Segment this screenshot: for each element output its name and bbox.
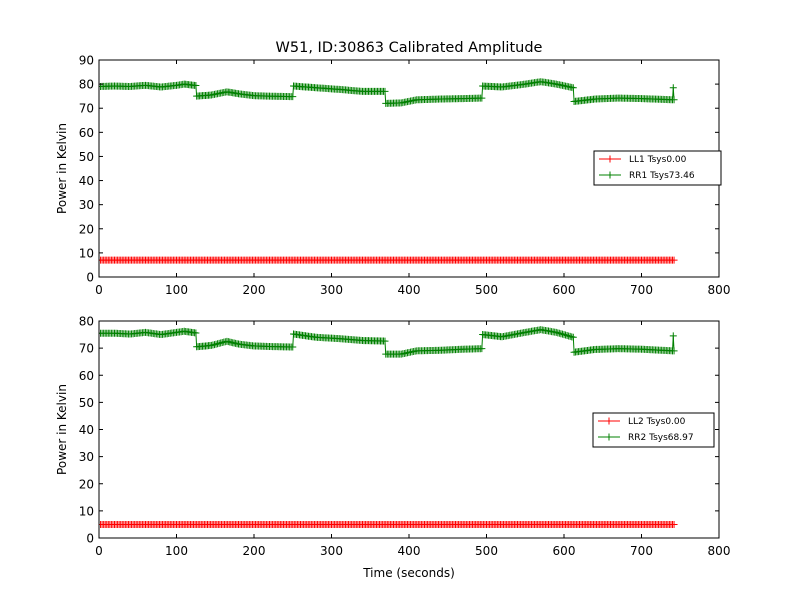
legend-marker	[606, 155, 614, 163]
legend-marker	[606, 171, 614, 179]
x-tick-label: 0	[95, 283, 103, 297]
legend-label: LL2 Tsys0.00	[628, 417, 686, 427]
x-tick-label: 300	[320, 544, 343, 558]
legend-marker	[605, 433, 613, 441]
x-tick-label: 0	[95, 544, 103, 558]
y-tick-label: 80	[79, 315, 94, 329]
x-tick-label: 400	[398, 544, 421, 558]
series-markers	[99, 78, 678, 107]
y-tick-label: 20	[79, 222, 94, 236]
top-panel: 0 100 200 300 400 500 600 700 800 0 10 20 30 40 50 60 70…	[55, 54, 730, 298]
x-tick-label: 100	[165, 544, 188, 558]
x-tick-label: 800	[708, 544, 731, 558]
figure-title: W51, ID:30863 Calibrated Amplitude	[276, 40, 543, 56]
legend-label: RR1 Tsys73.46	[629, 171, 695, 181]
y-tick-label: 50	[79, 150, 94, 164]
series-ll-2	[99, 520, 678, 528]
bottom-panel: 0 100 200 300 400 500 600 700 800 0 10 20 30 40 50 60 70…	[55, 315, 730, 581]
legend-entry: LL2 Tsys0.00	[598, 417, 686, 427]
x-tick-label: 100	[165, 283, 188, 297]
x-tick-label: 600	[553, 283, 576, 297]
legend-marker	[605, 417, 613, 425]
x-axis-label: Time (seconds)	[362, 566, 455, 580]
x-tick-label: 500	[475, 544, 498, 558]
series-markers	[99, 256, 678, 264]
legend-entry: RR2 Tsys68.97	[598, 433, 694, 443]
x-tick-label: 500	[475, 283, 498, 297]
y-tick-label: 0	[86, 532, 94, 546]
x-tick-label: 700	[630, 283, 653, 297]
legend-label: RR2 Tsys68.97	[628, 433, 694, 443]
y-tick-label: 60	[79, 369, 94, 383]
series-markers	[99, 326, 678, 358]
x-tick-label: 700	[630, 544, 653, 558]
series-rr-1	[99, 78, 678, 107]
y-tick-label: 50	[79, 396, 94, 410]
series-ll-1	[99, 256, 678, 264]
legend-box	[593, 150, 722, 186]
x-tick-label: 800	[708, 283, 731, 297]
x-tick-label: 300	[320, 283, 343, 297]
y-tick-label: 30	[79, 450, 94, 464]
legend: LL2 Tsys0.00 RR2 Tsys68.97	[592, 412, 715, 448]
series-rr-2	[99, 326, 678, 358]
y-tick-label: 40	[79, 423, 94, 437]
y-tick-label: 90	[79, 54, 94, 68]
y-tick-label: 70	[79, 102, 94, 116]
x-tick-label: 400	[398, 283, 421, 297]
x-tick-label: 200	[243, 544, 266, 558]
legend-entry: RR1 Tsys73.46	[599, 171, 695, 181]
x-tick-label: 600	[553, 544, 576, 558]
y-tick-label: 70	[79, 342, 94, 356]
y-tick-label: 40	[79, 174, 94, 188]
y-tick-label: 0	[86, 271, 94, 285]
series-markers	[99, 520, 678, 528]
legend-label: LL1 Tsys0.00	[629, 155, 687, 165]
y-tick-label: 30	[79, 198, 94, 212]
y-tick-label: 10	[79, 246, 94, 260]
y-axis-label: Power in Kelvin	[55, 384, 69, 475]
legend-box	[592, 412, 715, 448]
y-tick-label: 20	[79, 477, 94, 491]
y-axis-label: Power in Kelvin	[55, 123, 69, 214]
y-tick-label: 60	[79, 126, 94, 140]
legend-entry: LL1 Tsys0.00	[599, 155, 687, 165]
y-tick-label: 10	[79, 504, 94, 518]
x-tick-label: 200	[243, 283, 266, 297]
y-tick-label: 80	[79, 78, 94, 92]
legend: LL1 Tsys0.00 RR1 Tsys73.46	[593, 150, 722, 186]
